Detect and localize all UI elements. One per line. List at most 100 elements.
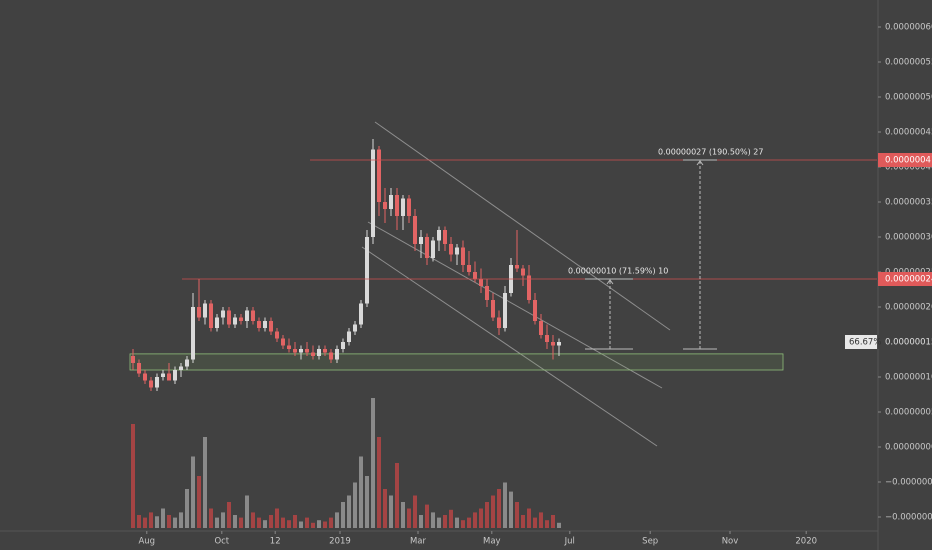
level-box: [878, 272, 932, 286]
volume-bar: [275, 508, 279, 528]
volume-bar: [479, 508, 483, 528]
volume-bar: [449, 509, 453, 528]
x-tick-label: Nov: [722, 537, 739, 547]
candle-body: [407, 198, 411, 216]
volume-bar: [329, 517, 333, 528]
volume-bar: [539, 512, 543, 528]
candle-body: [299, 349, 303, 353]
y-tick-label: 0.00000020: [885, 303, 932, 313]
candle-body: [419, 237, 423, 244]
candle-body: [485, 286, 489, 300]
candle-body: [479, 279, 483, 286]
volume-bar: [293, 515, 297, 528]
volume-bar: [455, 517, 459, 528]
volume-bar: [137, 515, 141, 528]
candle-body: [395, 195, 399, 216]
candle-body: [359, 303, 363, 325]
x-tick-label: Aug: [138, 537, 155, 547]
measure-label: 0.00000010 (71.59%) 10: [568, 267, 668, 276]
volume-bar: [401, 502, 405, 528]
volume-bar: [155, 516, 159, 528]
candle-body: [521, 268, 525, 276]
candle-body: [461, 247, 465, 265]
volume-bar: [515, 502, 519, 528]
candle-body: [413, 216, 417, 244]
candle-body: [431, 240, 435, 258]
volume-bar: [215, 517, 219, 528]
volume-bar: [185, 489, 189, 528]
candle-body: [221, 310, 225, 318]
volume-bar: [461, 520, 465, 528]
candle-body: [401, 198, 405, 216]
volume-bar: [473, 512, 477, 528]
candle-body: [551, 342, 555, 346]
candle-body: [503, 293, 507, 328]
candle-body: [245, 310, 249, 321]
y-tick-label: 0.00000055: [885, 58, 932, 68]
zone: [129, 353, 784, 371]
candle-body: [143, 373, 147, 381]
volume-bar: [257, 517, 261, 528]
volume-bar: [317, 520, 321, 528]
candle-body: [545, 335, 549, 342]
volume-bar: [221, 512, 225, 528]
candle-body: [527, 275, 531, 300]
candle-body: [533, 300, 537, 321]
volume-bar: [557, 522, 561, 528]
volume-bar: [197, 476, 201, 528]
volume-bar: [485, 502, 489, 528]
x-tick-label: 2020: [795, 537, 817, 547]
candle-body: [215, 317, 219, 328]
candle-body: [311, 352, 315, 356]
y-tick-label: 0.00000035: [885, 198, 932, 208]
volume-bar: [305, 517, 309, 528]
candle-body: [137, 363, 141, 374]
channel-line: [367, 221, 663, 389]
candle-body: [437, 230, 441, 241]
volume-bar: [521, 515, 525, 528]
volume-bar: [443, 515, 447, 528]
candle-body: [467, 265, 471, 272]
volume-bar: [167, 515, 171, 528]
candle-body: [305, 349, 309, 353]
volume-bar: [191, 456, 195, 528]
channel-line: [374, 121, 671, 331]
volume-bar: [437, 517, 441, 528]
volume-bar: [551, 515, 555, 528]
volume-bar: [143, 517, 147, 528]
channel-line: [361, 246, 658, 447]
candle-body: [365, 237, 369, 304]
level-label: 0.00000041: [885, 156, 932, 166]
candle-body: [455, 247, 459, 255]
level-box: [878, 153, 932, 167]
candle-body: [317, 349, 321, 356]
candle-body: [131, 356, 135, 363]
candle-body: [497, 317, 501, 328]
candle-body: [347, 331, 351, 342]
candle-body: [491, 300, 495, 318]
candle-body: [197, 307, 201, 318]
candle-body: [293, 349, 297, 353]
candle-body: [149, 380, 153, 388]
candle-body: [377, 149, 381, 202]
candle-body: [371, 149, 375, 237]
volume-bar: [173, 517, 177, 528]
candle-body: [167, 373, 171, 381]
candle-body: [353, 324, 357, 332]
candle-body: [443, 230, 447, 244]
volume-bar: [209, 508, 213, 528]
volume-bar: [341, 502, 345, 528]
volume-bar: [395, 463, 399, 528]
volume-bar: [281, 517, 285, 528]
volume-bar: [323, 521, 327, 528]
volume-bar: [269, 515, 273, 528]
candle-body: [257, 321, 261, 328]
candle-body: [515, 265, 519, 269]
candle-body: [329, 352, 333, 360]
arrow-head: [606, 279, 614, 285]
y-tick-label: 0.00000000: [885, 443, 932, 453]
x-tick-label: 2019: [329, 537, 351, 547]
candle-body: [323, 349, 327, 353]
candle-body: [227, 310, 231, 325]
volume-bar: [299, 521, 303, 528]
